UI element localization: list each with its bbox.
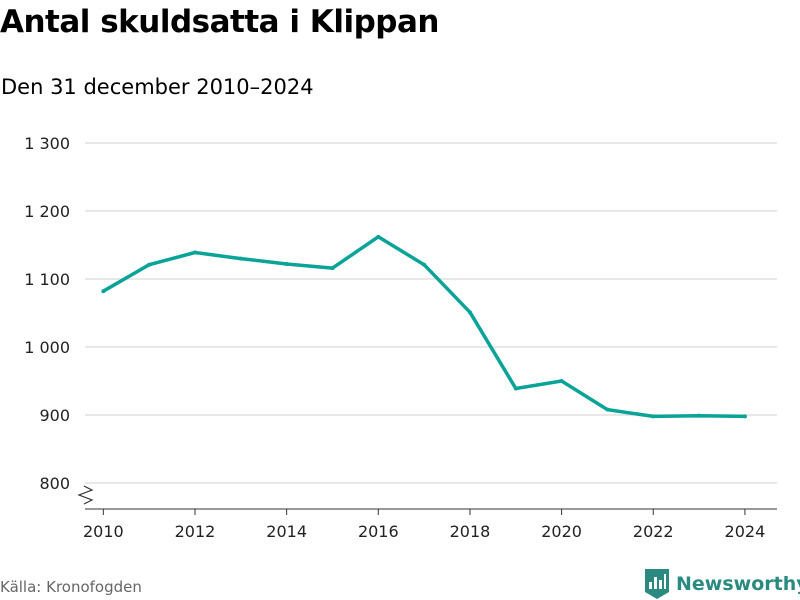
series-layer: [101, 234, 747, 419]
data-point: [284, 262, 289, 267]
data-point: [605, 407, 610, 412]
source-note: Källa: Kronofogden: [0, 578, 142, 596]
x-tick-label: 2012: [175, 522, 216, 541]
chart-title: Antal skuldsatta i Klippan: [0, 4, 439, 40]
x-axis-ticks: 2010 2012 2014 2016 2018 2020 2022 2024: [83, 509, 765, 541]
newsworthy-logo-icon: [645, 569, 669, 599]
axis-break-icon: [72, 484, 94, 506]
data-point: [422, 262, 427, 267]
y-tick-label: 1 100: [24, 270, 70, 289]
gridlines: [85, 142, 777, 484]
y-tick-label: 900: [39, 406, 70, 425]
data-point: [376, 234, 381, 239]
y-tick-label: 1 300: [24, 134, 70, 153]
data-point: [330, 266, 335, 271]
chart-subtitle: Den 31 december 2010–2024: [1, 75, 314, 99]
x-tick-label: 2010: [83, 522, 124, 541]
x-tick-label: 2022: [633, 522, 674, 541]
x-tick-label: 2016: [358, 522, 399, 541]
brand-logo: Newsworthy: [644, 568, 800, 600]
y-tick-label: 1 000: [24, 338, 70, 357]
data-point: [101, 289, 106, 294]
x-tick-label: 2020: [541, 522, 582, 541]
data-point: [651, 414, 656, 419]
data-point: [559, 379, 564, 383]
data-point: [192, 250, 197, 255]
y-axis-ticks: 800 900 1 000 1 100 1 200 1 300: [24, 134, 70, 493]
y-tick-label: 800: [39, 474, 70, 493]
data-point: [697, 413, 702, 418]
data-point: [513, 386, 518, 391]
brand-name: Newsworthy: [676, 573, 800, 595]
x-tick-label: 2018: [450, 522, 491, 541]
x-axis: [72, 484, 777, 510]
data-point: [147, 262, 152, 267]
data-point: [238, 256, 243, 261]
data-point: [742, 414, 747, 419]
x-tick-label: 2014: [266, 522, 307, 541]
x-tick-label: 2024: [725, 522, 766, 541]
data-point: [467, 310, 472, 315]
y-tick-label: 1 200: [24, 202, 70, 221]
